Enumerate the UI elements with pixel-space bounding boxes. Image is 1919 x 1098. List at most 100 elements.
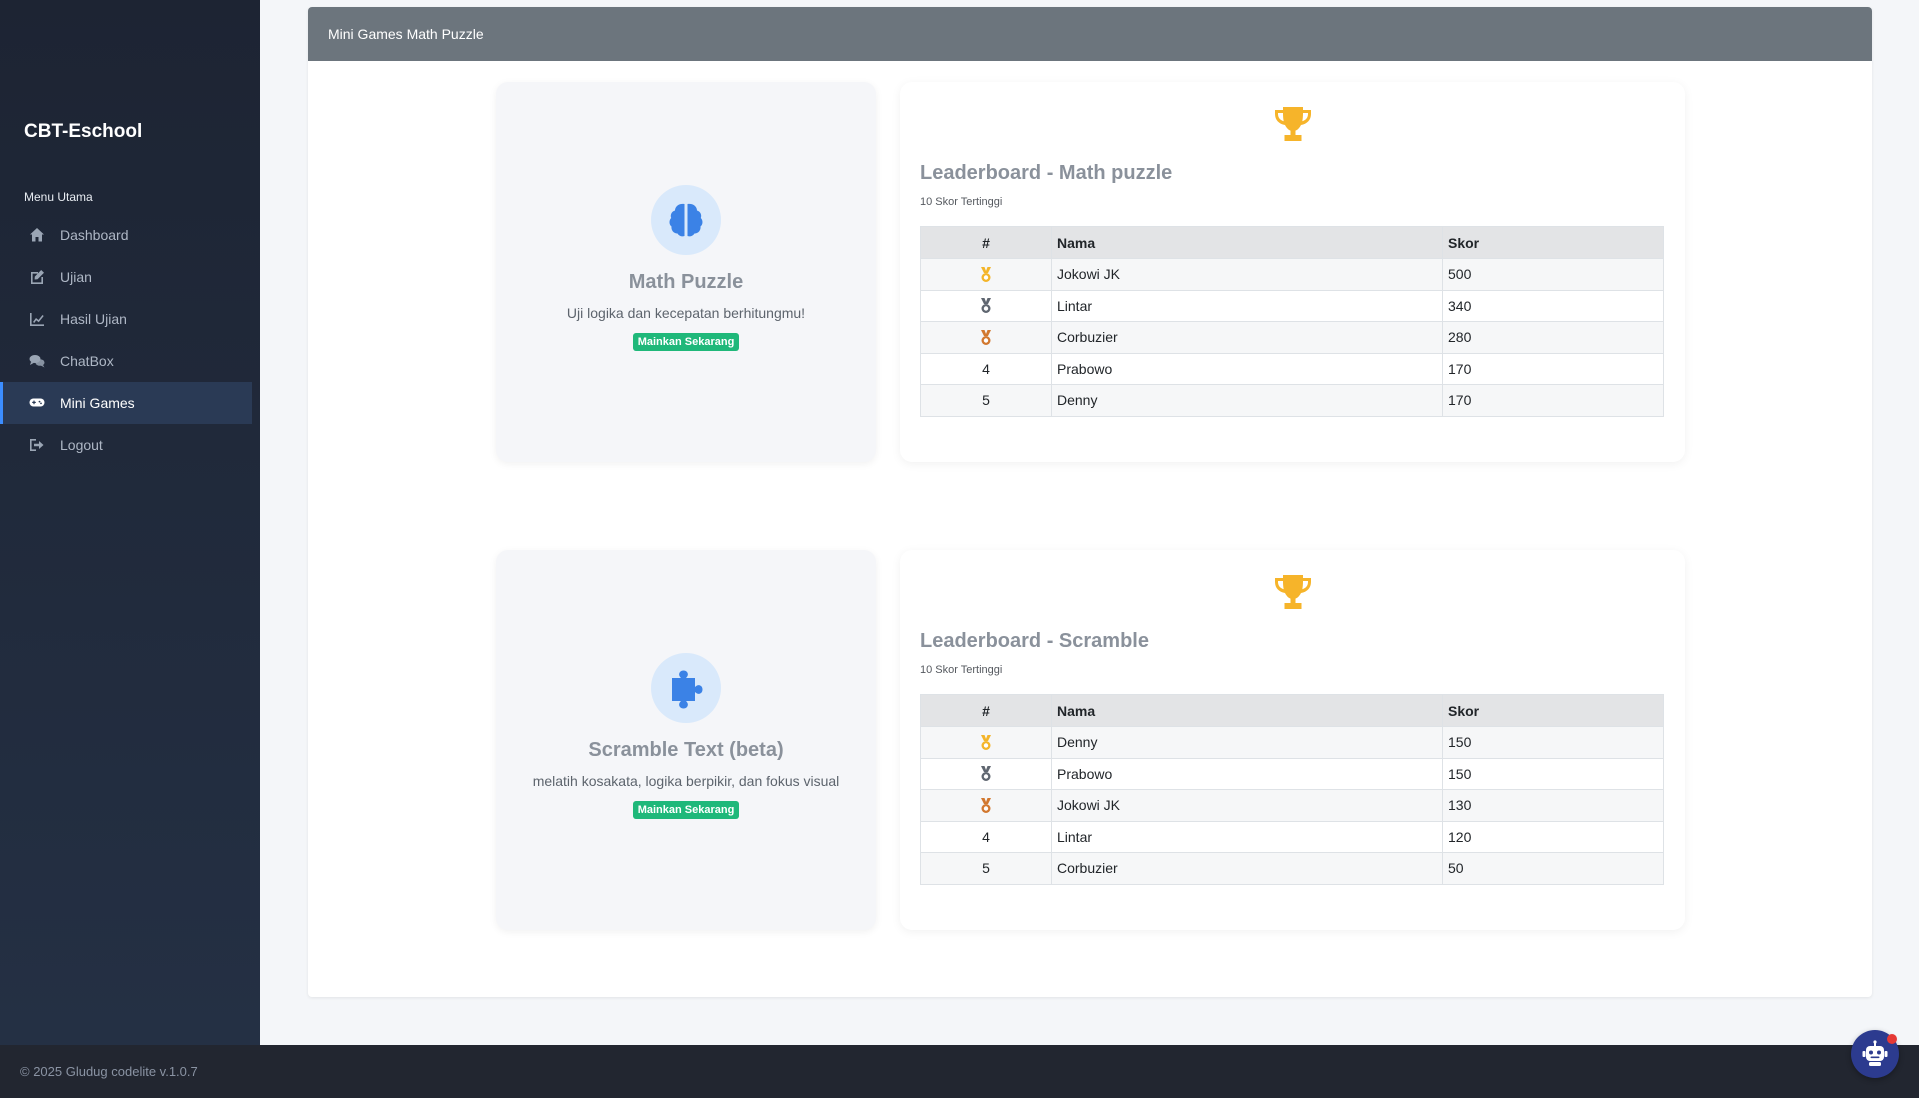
silver-medal-icon xyxy=(979,766,993,782)
notification-dot xyxy=(1887,1034,1897,1044)
leaderboard-card-math-puzzle: Leaderboard - Math puzzle 10 Skor Tertin… xyxy=(900,82,1685,462)
score-cell: 170 xyxy=(1442,384,1664,417)
sidebar-item-label: Hasil Ujian xyxy=(60,311,127,327)
gold-medal-icon xyxy=(979,266,993,283)
silver-medal-icon xyxy=(979,298,993,314)
table-row: Jokowi JK 500 xyxy=(920,258,1664,291)
column-header-name: Nama xyxy=(1051,226,1443,259)
name-cell: Prabowo xyxy=(1051,352,1443,385)
bronze-medal-icon xyxy=(979,797,993,814)
comments-icon xyxy=(28,352,46,370)
sidebar-menu: Dashboard Ujian Hasil Ujian ChatBox Mini… xyxy=(0,214,252,466)
sidebar-item-chatbox[interactable]: ChatBox xyxy=(0,340,252,382)
name-cell: Lintar xyxy=(1051,820,1443,853)
sign-out-icon xyxy=(28,436,46,454)
table-row: 4 Lintar 120 xyxy=(920,820,1664,853)
rank-cell: 4 xyxy=(920,820,1052,853)
column-header-score: Skor xyxy=(1442,226,1664,259)
sidebar-item-logout[interactable]: Logout xyxy=(0,424,252,466)
menu-heading: Menu Utama xyxy=(24,190,93,204)
table-row: 4 Prabowo 170 xyxy=(920,352,1664,385)
score-cell: 340 xyxy=(1442,289,1664,322)
play-now-button[interactable]: Mainkan Sekarang xyxy=(632,333,740,351)
table-row: Corbuzier 280 xyxy=(920,321,1664,354)
score-cell: 120 xyxy=(1442,820,1664,853)
game-title: Scramble Text (beta) xyxy=(588,739,784,761)
card-header: Mini Games Math Puzzle xyxy=(308,7,1872,61)
table-row: 5 Corbuzier 50 xyxy=(920,852,1664,885)
name-cell: Jokowi JK xyxy=(1051,789,1443,822)
score-cell: 50 xyxy=(1442,852,1664,885)
name-cell: Corbuzier xyxy=(1051,321,1443,354)
rank-cell xyxy=(920,321,1052,354)
rank-cell: 5 xyxy=(920,852,1052,885)
home-icon xyxy=(28,226,46,244)
name-cell: Denny xyxy=(1051,384,1443,417)
brain-icon xyxy=(651,185,721,255)
leaderboard-table: # Nama Skor Jokowi JK 500 Lintar 340 Corbuzi… xyxy=(920,226,1664,417)
leaderboard-card-scramble: Leaderboard - Scramble 10 Skor Tertinggi… xyxy=(900,550,1685,930)
page-title: Mini Games Math Puzzle xyxy=(328,26,484,42)
leaderboard-subtitle: 10 Skor Tertinggi xyxy=(920,196,1003,208)
column-header-name: Nama xyxy=(1051,694,1443,727)
table-row: Denny 150 xyxy=(920,726,1664,759)
score-cell: 170 xyxy=(1442,352,1664,385)
chatbot-button[interactable] xyxy=(1851,1030,1899,1078)
table-header-row: # Nama Skor xyxy=(920,694,1664,727)
brand-title: CBT-Eschool xyxy=(24,121,143,142)
sidebar-item-label: Mini Games xyxy=(60,395,135,411)
game-card-math-puzzle: Math Puzzle Uji logika dan kecepatan ber… xyxy=(496,82,876,462)
sidebar-item-hasil-ujian[interactable]: Hasil Ujian xyxy=(0,298,252,340)
name-cell: Prabowo xyxy=(1051,757,1443,790)
chart-line-icon xyxy=(28,310,46,328)
rank-cell xyxy=(920,726,1052,759)
game-description: Uji logika dan kecepatan berhitungmu! xyxy=(566,305,806,321)
table-row: Prabowo 150 xyxy=(920,757,1664,790)
game-description: melatih kosakata, logika berpikir, dan f… xyxy=(532,773,840,789)
sidebar-item-label: Logout xyxy=(60,437,103,453)
column-header-score: Skor xyxy=(1442,694,1664,727)
name-cell: Corbuzier xyxy=(1051,852,1443,885)
footer-copyright: © 2025 Gludug codelite v.1.0.7 xyxy=(20,1064,198,1079)
name-cell: Lintar xyxy=(1051,289,1443,322)
sidebar-item-ujian[interactable]: Ujian xyxy=(0,256,252,298)
column-header-rank: # xyxy=(920,226,1052,259)
sidebar-item-label: ChatBox xyxy=(60,353,114,369)
trophy-icon xyxy=(1273,106,1313,142)
table-row: Jokowi JK 130 xyxy=(920,789,1664,822)
column-header-rank: # xyxy=(920,694,1052,727)
score-cell: 150 xyxy=(1442,726,1664,759)
score-cell: 130 xyxy=(1442,789,1664,822)
edit-icon xyxy=(28,268,46,286)
rank-cell xyxy=(920,789,1052,822)
leaderboard-title: Leaderboard - Math puzzle xyxy=(920,162,1173,184)
rank-cell xyxy=(920,258,1052,291)
play-now-button[interactable]: Mainkan Sekarang xyxy=(632,801,740,819)
sidebar: CBT-Eschool Menu Utama Dashboard Ujian H… xyxy=(0,0,260,1045)
name-cell: Denny xyxy=(1051,726,1443,759)
sidebar-item-label: Dashboard xyxy=(60,227,129,243)
puzzle-piece-icon xyxy=(651,653,721,723)
game-title: Math Puzzle xyxy=(628,271,744,293)
table-header-row: # Nama Skor xyxy=(920,226,1664,259)
table-row: Lintar 340 xyxy=(920,289,1664,322)
score-cell: 280 xyxy=(1442,321,1664,354)
name-cell: Jokowi JK xyxy=(1051,258,1443,291)
gold-medal-icon xyxy=(979,734,993,751)
leaderboard-subtitle: 10 Skor Tertinggi xyxy=(920,664,1003,676)
trophy-icon xyxy=(1273,574,1313,610)
bronze-medal-icon xyxy=(979,329,993,346)
score-cell: 150 xyxy=(1442,757,1664,790)
leaderboard-table: # Nama Skor Denny 150 Prabowo 150 Jokowi JK 1… xyxy=(920,694,1664,885)
leaderboard-title: Leaderboard - Scramble xyxy=(920,630,1149,652)
sidebar-item-mini-games[interactable]: Mini Games xyxy=(0,382,252,424)
table-row: 5 Denny 170 xyxy=(920,384,1664,417)
sidebar-item-label: Ujian xyxy=(60,269,92,285)
sidebar-item-dashboard[interactable]: Dashboard xyxy=(0,214,252,256)
robot-icon xyxy=(1860,1039,1890,1069)
main-card: Mini Games Math Puzzle Math Puzzle Uji l… xyxy=(308,7,1872,997)
game-card-scramble: Scramble Text (beta) melatih kosakata, l… xyxy=(496,550,876,930)
gamepad-icon xyxy=(28,394,46,412)
rank-cell xyxy=(920,289,1052,322)
rank-cell: 4 xyxy=(920,352,1052,385)
